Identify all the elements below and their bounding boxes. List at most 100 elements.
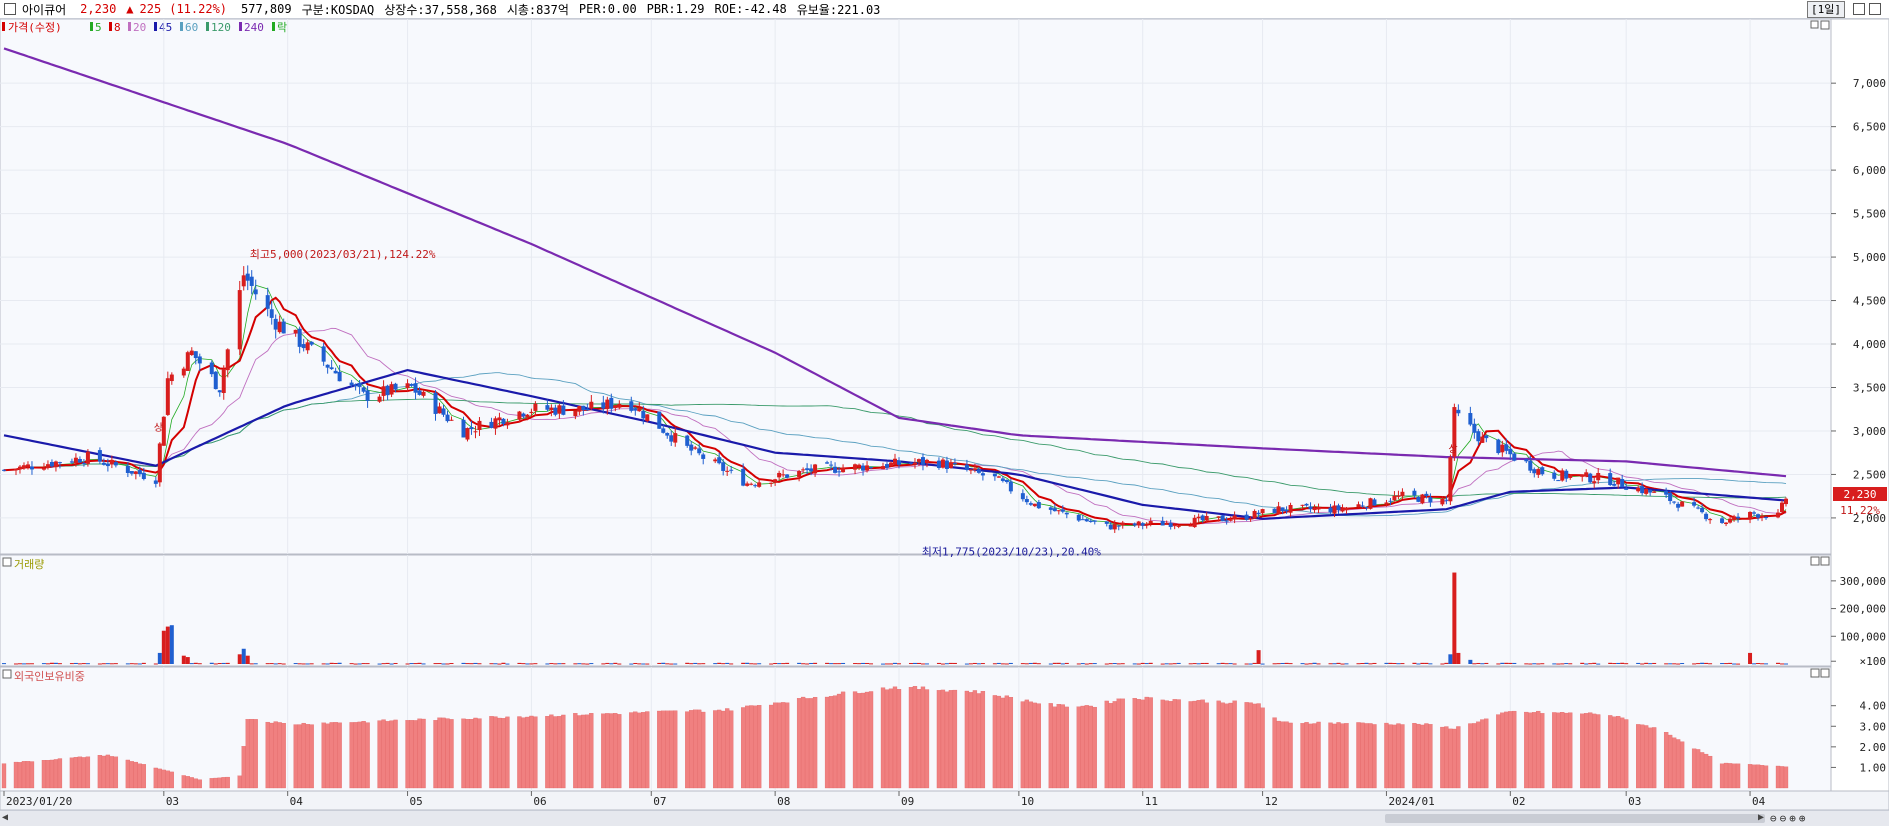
foreign-ratio-bar [757,705,762,789]
volume-panel-icon[interactable] [2,557,12,567]
panel-close-icon[interactable] [1820,20,1830,30]
volume-bar [1636,662,1641,664]
volume-bar [1364,662,1369,664]
foreign-ratio-bar [1552,712,1557,789]
candle [601,402,606,409]
candle [517,411,522,420]
foreign-ratio-bar [365,722,370,789]
foreign-ratio-bar [577,715,582,789]
candle [881,466,886,470]
legend-ma-swatch [154,22,157,31]
scroll-thumb[interactable] [1385,814,1765,823]
volume-bar [1416,663,1421,665]
volume-bar [545,663,550,665]
volume-bar [673,663,678,665]
candle [189,350,194,356]
candle [357,382,362,387]
foreign-ratio-bar [693,709,698,789]
foreign-ratio-bar [1731,763,1737,789]
foreign-ratio-bar [1328,722,1333,789]
volume-bar [57,663,62,665]
volume-bar [49,662,54,664]
volume-bar [1764,663,1769,665]
candle [1084,519,1089,522]
foreign-close-icon[interactable] [1820,668,1830,678]
foreign-ratio-bar [725,708,730,789]
candle [1424,493,1429,496]
candle [1336,505,1341,511]
scroll-left-icon[interactable]: ◀ [2,812,9,823]
zoom-out-icon[interactable]: ⊖ [1779,812,1787,825]
foreign-ratio-bar [812,696,818,789]
foreign-ratio-bar [101,755,107,789]
candle [1224,520,1229,522]
candle [325,364,330,368]
volume-tick-label: 100,000 [1840,630,1886,643]
foreign-tick-label: 2.00 [1860,741,1887,754]
volume-bar [417,662,422,664]
horizontal-scrollbar[interactable]: ◀ ▶ ⊖ ⊖ ⊕ ⊕ [0,810,1889,826]
candle [1160,520,1165,526]
foreign-ratio-bar [1508,711,1513,789]
close-window-icon[interactable] [1869,3,1881,15]
volume-bar [1756,662,1761,664]
volume-bar [1624,663,1629,665]
volume-bar [1008,662,1013,664]
zoom-fit-icon[interactable]: ⊖ [1770,812,1777,825]
foreign-ratio-bar [1288,722,1293,789]
candle [301,344,306,349]
volume-bar [940,663,945,665]
foreign-ratio-bar [17,762,23,789]
foreign-panel-icon[interactable] [2,669,12,679]
restore-window-icon[interactable] [1853,3,1865,15]
foreign-ratio-bar [29,761,35,789]
x-tick-label: 05 [410,795,423,808]
candle [81,462,86,464]
candle [445,414,450,422]
candle [1136,521,1141,525]
volume-bar [1200,662,1205,664]
candle [133,471,138,474]
stock-name[interactable]: 아이큐어 [22,2,67,17]
period-selector[interactable]: [1일] [1807,1,1845,18]
candle [413,383,418,393]
foreign-ratio-bar [1675,739,1681,789]
volume-bar [964,663,969,665]
candle [1448,457,1453,502]
volume-bar [1704,662,1709,664]
foreign-ratio-bar [1388,724,1393,789]
foreign-setting-icon[interactable] [1810,668,1820,678]
candle [1676,503,1681,508]
volume-bar [421,663,426,665]
stock-chart[interactable]: 가격(수정) 5 8 20 45 60 120 240 락 거래량 외국인보유비중 7,000… [0,19,1889,810]
volume-bar [2,663,6,665]
scroll-right-icon[interactable]: ▶ [1758,812,1765,823]
candle [1080,519,1085,521]
candle [889,462,894,467]
candle [1720,518,1725,523]
volume-close-icon[interactable] [1820,556,1830,566]
foreign-ratio-bar [1304,722,1309,789]
zoom-in-icon[interactable]: ⊕ [1789,812,1796,825]
foreign-ratio-bar [1112,701,1117,789]
candle [992,473,997,477]
volume-setting-icon[interactable] [1810,556,1820,566]
volume-bar [213,663,218,665]
panel-setting-icon[interactable] [1810,20,1819,29]
volume-bar [1088,663,1093,665]
zoom-reset-icon[interactable]: ⊕ [1798,812,1806,825]
volume-bar [381,663,386,665]
foreign-ratio-bar [1484,718,1489,789]
candle [996,476,1001,478]
select-checkbox[interactable] [4,3,16,15]
candle [441,408,446,415]
foreign-ratio-bar [645,711,650,789]
foreign-ratio-bar [377,720,382,789]
candle [185,352,190,371]
candle [417,390,422,395]
foreign-ratio-bar [45,760,51,789]
volume-bar [1708,663,1713,665]
foreign-ratio-bar [964,690,970,789]
candle [409,383,414,386]
